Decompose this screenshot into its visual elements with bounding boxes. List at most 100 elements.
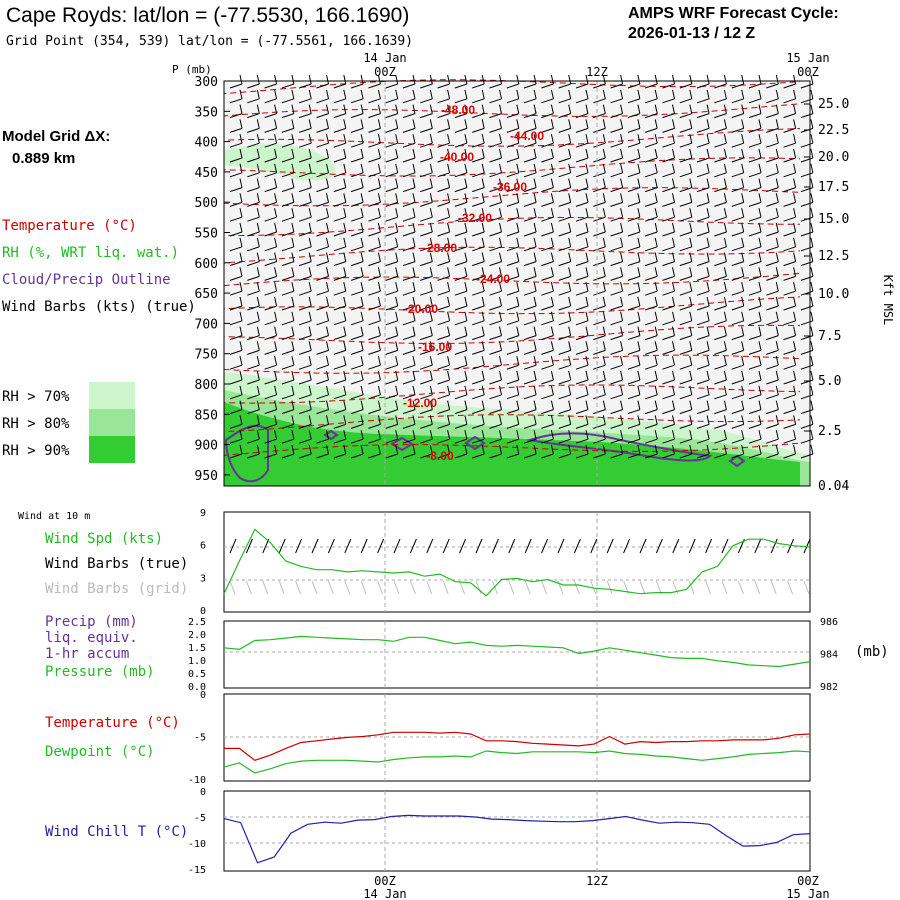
- windchill-tick-label: -15: [188, 865, 206, 876]
- wind-barb-shaft: [385, 453, 398, 459]
- wind-barb-flag: [568, 163, 572, 173]
- wind-barb-flag: [499, 444, 502, 455]
- wind-barb-shaft: [402, 231, 416, 237]
- wind-barb-flag: [326, 430, 329, 440]
- wind-barb-flag: [516, 119, 520, 129]
- wind-barb-flag: [810, 430, 814, 440]
- wind-barb-shaft: [350, 187, 364, 193]
- wind-barb-flag: [360, 237, 364, 247]
- wind-barb-flag: [689, 385, 693, 395]
- wind-barb-shaft: [714, 438, 727, 444]
- wind-barb-flag: [274, 326, 278, 336]
- wind-barb-flag: [447, 208, 451, 218]
- wind-barb-flag: [810, 385, 814, 395]
- wind-barb-flag: [585, 356, 589, 366]
- wind-barb-flag: [689, 356, 693, 366]
- wind-barb-shaft: [264, 335, 277, 341]
- wind-barb-true: [295, 538, 303, 554]
- wind-barb-flag: [377, 193, 381, 203]
- wind-barb-shaft: [229, 305, 243, 311]
- wind-barb-shaft: [299, 349, 312, 355]
- wind-barb-flag: [620, 163, 624, 173]
- wind-barb-flag: [793, 400, 797, 410]
- wind-barb-shaft: [748, 305, 762, 311]
- wind-barb-shaft: [506, 438, 519, 444]
- wind-barb-flag: [343, 415, 347, 425]
- wind-barb-flag: [637, 104, 641, 114]
- wind-barb-shaft: [247, 142, 260, 148]
- wind-barb-shaft: [714, 290, 727, 296]
- wind-barb-grid: [754, 580, 761, 595]
- wind-barb-shaft: [264, 83, 277, 89]
- wind-barb-shaft: [454, 453, 468, 459]
- wind-barb-flag: [274, 311, 278, 321]
- wind-barb-flag: [793, 341, 797, 351]
- wind-barb-flag: [481, 119, 485, 129]
- wind-barb-shaft: [299, 172, 312, 178]
- wind-barb-grid: [393, 580, 400, 595]
- wind-barb-shaft: [558, 320, 571, 326]
- wind-barb-shaft: [645, 127, 658, 133]
- wind-barb-flag: [343, 148, 347, 159]
- wind-barb-shaft: [748, 157, 762, 163]
- wind-barb-shaft: [766, 231, 779, 237]
- wind-barb-shaft: [402, 453, 416, 459]
- wind-barb-flag: [464, 282, 468, 292]
- wind-barb-flag: [308, 148, 312, 159]
- wind-barb-flag: [706, 148, 710, 159]
- wind-barb-shaft: [627, 379, 641, 385]
- wind-barb-true: [770, 538, 778, 554]
- wind-barb-shaft: [558, 290, 571, 296]
- wind-barb-flag: [274, 163, 278, 173]
- wind-barb-flag: [637, 400, 641, 410]
- wind-barb-flag: [464, 237, 468, 247]
- wind-barb-shaft: [558, 379, 571, 385]
- wind-barb-shaft: [368, 364, 381, 370]
- precip-tick-label: 0.5: [188, 669, 206, 680]
- wind-barb-flag: [741, 178, 745, 188]
- wind-barb-flag: [516, 326, 520, 336]
- wind-barb-shaft: [731, 305, 744, 311]
- wind-barb-shaft: [350, 113, 364, 119]
- wind-barb-shaft: [662, 172, 675, 178]
- wind-barb-flag: [723, 104, 727, 114]
- wind-barb-shaft: [783, 305, 796, 311]
- wind-barb-grid: [737, 580, 744, 595]
- wind-barb-flag: [447, 163, 451, 173]
- wind-barb-shaft: [523, 305, 537, 311]
- wind-barb-flag: [360, 326, 364, 336]
- bottom-date-15jan: 15 Jan: [786, 887, 829, 900]
- wind-barb-flag: [326, 252, 329, 262]
- wind-barb-shaft: [402, 83, 416, 89]
- wind-barb-flag: [550, 163, 554, 173]
- wind-barb-shaft: [610, 187, 623, 193]
- wind-barb-shaft: [800, 379, 814, 385]
- wind-barb-shaft: [506, 201, 519, 207]
- wind-barb-flag: [326, 341, 329, 351]
- wind-barb-flag: [239, 252, 243, 262]
- wind-barb-flag: [377, 89, 381, 99]
- wind-barb-shaft: [229, 453, 243, 459]
- wind-barb-shaft: [766, 142, 779, 148]
- wind-barb-flag: [602, 163, 606, 173]
- wind-barb-shaft: [523, 157, 537, 163]
- wind-barb-flag: [533, 148, 537, 159]
- wind-barb-shaft: [766, 349, 779, 355]
- wind-barb-shaft: [420, 157, 433, 163]
- wind-barb-shaft: [523, 453, 537, 459]
- wind-barb-flag: [723, 178, 727, 188]
- wind-barb-shaft: [800, 172, 814, 178]
- wind-barb-shaft: [593, 305, 606, 311]
- wind-barb-shaft: [316, 349, 329, 355]
- wind-barb-shaft: [506, 423, 519, 429]
- wind-barb-flag: [447, 237, 451, 247]
- wind-barb-flag: [723, 208, 727, 218]
- height-tick-label: 20.0: [818, 150, 849, 165]
- wind-barb-flag: [499, 296, 502, 307]
- wind-barb-shaft: [679, 231, 692, 237]
- wind-barb-flag: [291, 356, 295, 366]
- wind-barb-flag: [550, 400, 554, 410]
- wind-barb-shaft: [368, 98, 381, 104]
- wind-barb-flag: [654, 193, 658, 203]
- wind-barb-shaft: [575, 127, 589, 133]
